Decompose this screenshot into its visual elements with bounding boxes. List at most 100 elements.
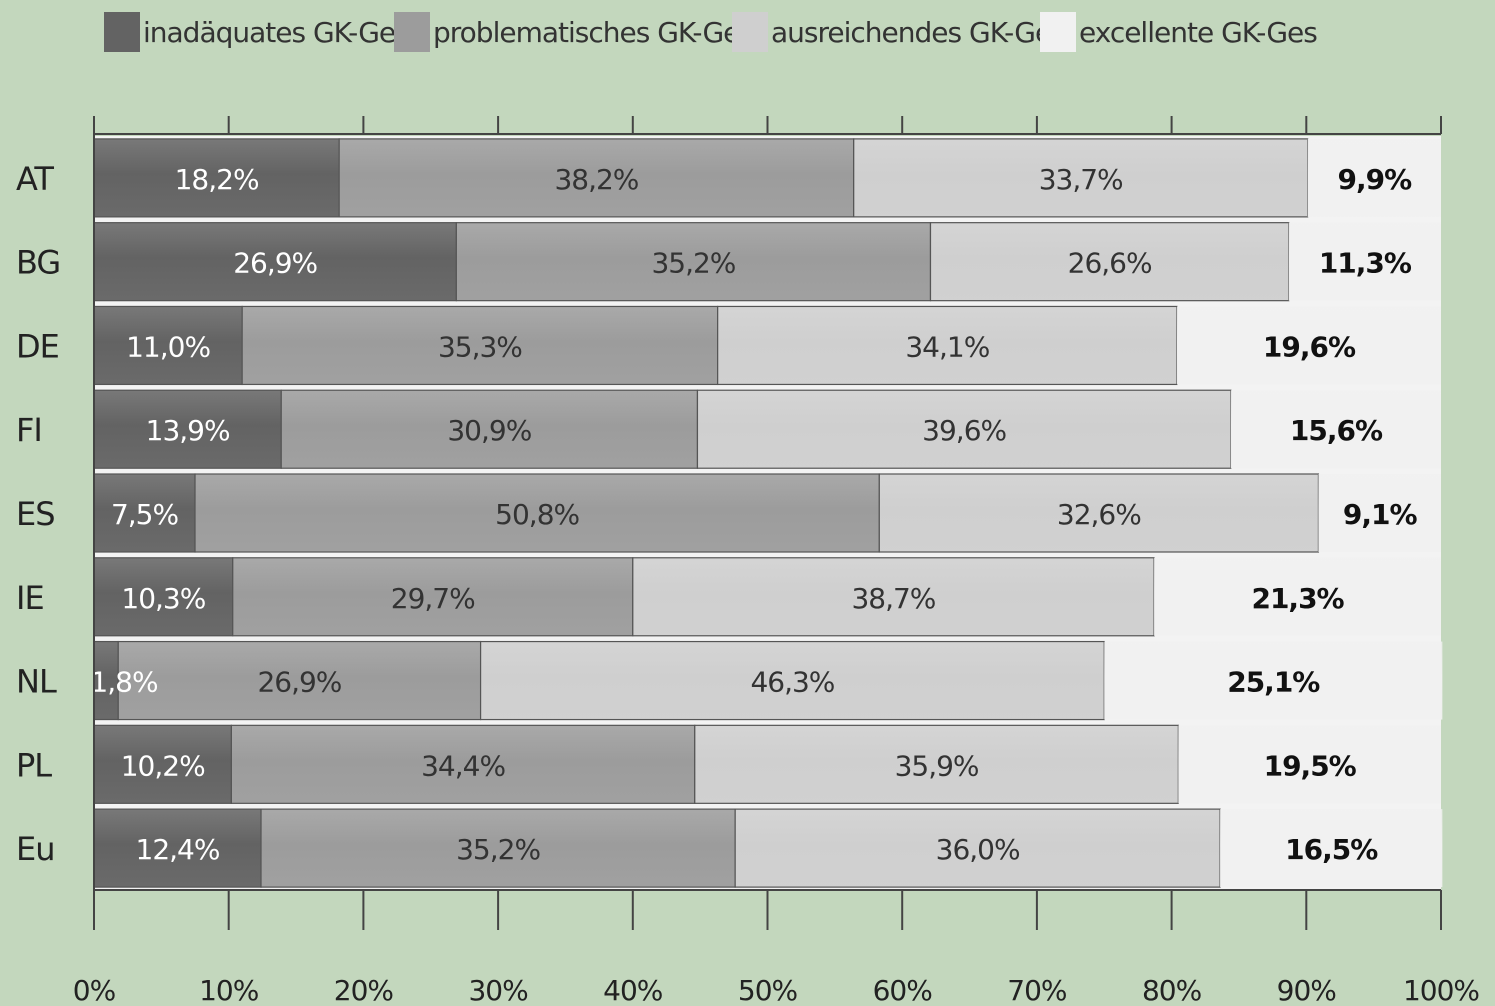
bar-segment-es-0 <box>93 473 196 553</box>
data-label-nl-3: 25,1% <box>1227 666 1320 699</box>
bar-segment-de-2 <box>717 305 1178 386</box>
bar-segment-fi-1 <box>280 389 699 469</box>
bar-segment-es-1 <box>194 473 880 553</box>
legend-swatch-inadaequat <box>104 12 140 52</box>
bar-segment-nl-3 <box>1104 641 1443 720</box>
category-label-pl: PL <box>16 746 52 784</box>
data-label-ie-2: 38,7% <box>851 582 935 615</box>
legend-item-ausreichend: ausreichendes GK-Ges <box>732 8 1066 56</box>
legend-swatch-problematisch <box>394 12 430 52</box>
data-label-at-0: 18,2% <box>175 163 259 196</box>
legend-item-inadaequat: inadäquates GK-Ges <box>104 8 410 56</box>
x-tick-label-100: 100% <box>1403 974 1479 1006</box>
data-label-pl-1: 34,4% <box>421 749 505 782</box>
category-label-de: DE <box>16 327 59 365</box>
bar-segment-pl-2 <box>694 724 1179 804</box>
legend-swatch-excellent <box>1040 12 1076 52</box>
data-label-bg-2: 26,6% <box>1068 247 1152 280</box>
bar-segment-eu-1 <box>260 808 736 888</box>
bar-segment-es-3 <box>1318 474 1441 552</box>
bar-segment-pl-3 <box>1178 725 1441 804</box>
data-label-nl-2: 46,3% <box>750 666 834 699</box>
data-label-fi-2: 39,6% <box>922 414 1006 447</box>
category-label-at: AT <box>16 160 54 198</box>
x-tick-label-20: 20% <box>334 974 394 1006</box>
data-label-ie-3: 21,3% <box>1251 582 1344 615</box>
bar-segment-eu-2 <box>734 808 1221 888</box>
data-label-de-2: 34,1% <box>905 330 989 363</box>
x-tick-label-30: 30% <box>468 974 528 1006</box>
legend-label-excellent: excellente GK-Ges <box>1079 15 1318 49</box>
data-label-de-0: 11,0% <box>126 330 210 363</box>
bar-segment-de-1 <box>241 305 719 386</box>
category-label-eu: Eu <box>16 830 55 868</box>
legend: inadäquates GK-Ges problematisches GK-Ge… <box>104 8 1404 56</box>
data-label-at-3: 9,9% <box>1337 163 1412 196</box>
bar-segment-bg-3 <box>1288 222 1441 301</box>
data-label-es-0: 7,5% <box>111 498 179 531</box>
data-label-eu-3: 16,5% <box>1285 833 1378 866</box>
data-label-pl-0: 10,2% <box>121 749 205 782</box>
x-tick-label-50: 50% <box>738 974 798 1006</box>
bar-segment-ie-0 <box>93 557 234 637</box>
x-tick-label-80: 80% <box>1142 974 1202 1006</box>
data-label-es-3: 9,1% <box>1343 498 1418 531</box>
x-tick-label-60: 60% <box>873 974 933 1006</box>
legend-item-excellent: excellente GK-Ges <box>1040 8 1318 56</box>
category-label-ie: IE <box>16 579 44 617</box>
data-label-fi-0: 13,9% <box>146 414 230 447</box>
x-tick-label-0: 0% <box>73 974 116 1006</box>
data-label-eu-0: 12,4% <box>136 833 220 866</box>
legend-item-problematisch: problematisches GK-Ges <box>394 8 754 56</box>
legend-label-problematisch: problematisches GK-Ges <box>433 15 754 49</box>
bar-segment-fi-3 <box>1230 390 1441 469</box>
data-label-at-1: 38,2% <box>554 163 638 196</box>
x-tick-label-70: 70% <box>1007 974 1067 1006</box>
legend-swatch-ausreichend <box>732 12 768 52</box>
data-label-bg-3: 11,3% <box>1319 247 1412 280</box>
data-label-bg-0: 26,9% <box>233 247 317 280</box>
data-label-nl-0: 1,8% <box>90 666 158 699</box>
data-label-nl-1: 26,9% <box>257 666 341 699</box>
legend-label-ausreichend: ausreichendes GK-Ges <box>771 15 1066 49</box>
data-label-fi-3: 15,6% <box>1290 414 1383 447</box>
bar-segment-nl-0 <box>93 640 119 721</box>
data-label-pl-2: 35,9% <box>895 749 979 782</box>
bar-segment-bg-2 <box>929 222 1290 302</box>
category-label-es: ES <box>16 495 55 533</box>
bar-segment-at-1 <box>338 138 855 218</box>
bar-segment-bg-1 <box>455 222 932 302</box>
data-label-ie-0: 10,3% <box>121 582 205 615</box>
data-label-at-2: 33,7% <box>1039 163 1123 196</box>
bar-segment-bg-0 <box>93 222 457 302</box>
data-label-eu-1: 35,2% <box>456 833 540 866</box>
x-tick-label-10: 10% <box>199 974 259 1006</box>
data-label-de-3: 19,6% <box>1263 330 1356 363</box>
bar-segment-eu-3 <box>1220 809 1443 888</box>
bar-segment-at-3 <box>1307 138 1441 217</box>
data-label-es-1: 50,8% <box>495 498 579 531</box>
bar-segment-ie-3 <box>1154 557 1441 636</box>
data-label-fi-1: 30,9% <box>447 414 531 447</box>
x-tick-label-40: 40% <box>603 974 663 1006</box>
data-label-de-1: 35,3% <box>438 330 522 363</box>
bar-segment-at-2 <box>853 138 1309 218</box>
bar-segment-de-0 <box>93 305 243 386</box>
bar-segment-ie-1 <box>232 557 634 637</box>
category-label-nl: NL <box>16 663 57 701</box>
bar-segment-de-3 <box>1176 306 1441 385</box>
category-label-bg: BG <box>16 244 60 282</box>
data-label-ie-1: 29,7% <box>391 582 475 615</box>
data-label-eu-2: 36,0% <box>936 833 1020 866</box>
data-label-pl-3: 19,5% <box>1264 749 1357 782</box>
bar-segment-nl-2 <box>479 640 1105 721</box>
data-label-bg-1: 35,2% <box>651 247 735 280</box>
bar-segment-pl-1 <box>230 724 696 804</box>
data-label-es-2: 32,6% <box>1057 498 1141 531</box>
bar-segment-nl-1 <box>117 640 482 721</box>
bar-segment-fi-0 <box>93 389 282 469</box>
x-tick-label-90: 90% <box>1277 974 1337 1006</box>
category-label-fi: FI <box>16 411 42 449</box>
